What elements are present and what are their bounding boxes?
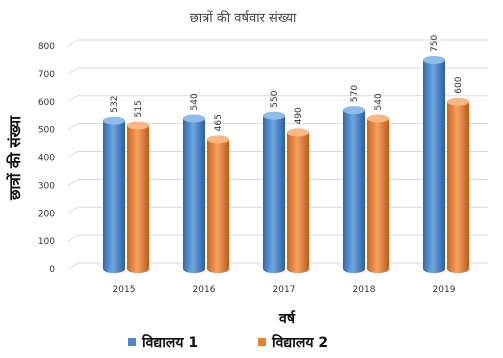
bar-body bbox=[423, 59, 445, 269]
y-tick-label: 700 bbox=[38, 70, 55, 80]
data-label: 532 bbox=[110, 96, 120, 113]
gridline-depth bbox=[67, 67, 79, 75]
y-tick-label: 500 bbox=[38, 126, 55, 136]
data-label: 540 bbox=[374, 93, 384, 110]
gridline-depth bbox=[67, 206, 79, 214]
bar-body bbox=[263, 115, 285, 269]
data-label: 465 bbox=[214, 114, 224, 131]
data-label: 570 bbox=[350, 85, 360, 102]
bar-body bbox=[287, 132, 309, 269]
bar-top bbox=[343, 106, 365, 115]
bar-base bbox=[447, 265, 469, 273]
data-label: 750 bbox=[430, 34, 440, 51]
y-tick-label: 200 bbox=[38, 209, 55, 219]
bar-base bbox=[287, 265, 309, 273]
y-tick-label: 400 bbox=[38, 154, 55, 164]
bar-body bbox=[183, 118, 205, 269]
bar-base bbox=[423, 265, 445, 273]
y-tick-label: 300 bbox=[38, 181, 55, 191]
x-tick-label: 2019 bbox=[433, 285, 456, 295]
bar bbox=[103, 116, 125, 273]
bar-body bbox=[367, 118, 389, 269]
bar bbox=[367, 114, 389, 273]
bar-base bbox=[367, 265, 389, 273]
legend-label: विद्यालय 2 bbox=[271, 334, 328, 351]
legend-swatch bbox=[128, 338, 136, 346]
data-label: 600 bbox=[454, 76, 464, 93]
bar-body bbox=[447, 101, 469, 269]
gridline-depth bbox=[67, 234, 79, 242]
bar bbox=[287, 128, 309, 273]
bar-base bbox=[127, 265, 149, 273]
bar-top bbox=[127, 121, 149, 130]
bar-base bbox=[207, 265, 229, 273]
x-tick-label: 2017 bbox=[273, 285, 296, 295]
y-tick-label: 600 bbox=[38, 98, 55, 108]
bar bbox=[447, 97, 469, 273]
bar-top bbox=[367, 114, 389, 123]
bar-top bbox=[263, 111, 285, 120]
bar-body bbox=[103, 120, 125, 269]
legend-swatch bbox=[258, 338, 266, 346]
gridline-depth bbox=[67, 95, 79, 103]
bars bbox=[103, 55, 469, 273]
bar-top bbox=[183, 114, 205, 123]
bar-top bbox=[447, 97, 469, 106]
gridline-depth bbox=[67, 178, 79, 186]
bar-body bbox=[127, 125, 149, 269]
x-tick-label: 2016 bbox=[193, 285, 216, 295]
y-axis-label: छात्रों की संख्या bbox=[6, 115, 24, 201]
x-axis-label: वर्ष bbox=[278, 310, 296, 327]
bar bbox=[127, 121, 149, 273]
y-tick-label: 0 bbox=[49, 265, 55, 275]
bar-body bbox=[343, 110, 365, 269]
bar-top bbox=[103, 116, 125, 125]
bar-base bbox=[103, 265, 125, 273]
gridline-depth bbox=[67, 39, 79, 47]
bar-body bbox=[207, 139, 229, 269]
legend: विद्यालय 1 विद्यालय 2 bbox=[128, 334, 328, 351]
x-tick-label: 2015 bbox=[113, 285, 136, 295]
gridline-depth bbox=[67, 151, 79, 158]
data-label: 515 bbox=[134, 100, 144, 117]
bar bbox=[343, 106, 365, 273]
bar-base bbox=[183, 265, 205, 273]
data-labels: 532 515 540 465 550 490 570 540 750 600 bbox=[110, 34, 464, 131]
bar-top bbox=[207, 135, 229, 144]
bar bbox=[263, 111, 285, 273]
data-label: 540 bbox=[190, 93, 200, 110]
gridline-depth bbox=[67, 123, 79, 131]
legend-label: विद्यालय 1 bbox=[141, 334, 198, 351]
bar-base bbox=[343, 265, 365, 273]
bar bbox=[207, 135, 229, 273]
bar-base bbox=[263, 265, 285, 273]
data-label: 550 bbox=[270, 90, 280, 107]
legend-entry: विद्यालय 2 bbox=[258, 334, 328, 351]
legend-entry: विद्यालय 1 bbox=[128, 334, 198, 351]
bar bbox=[183, 114, 205, 273]
x-tick-label: 2018 bbox=[353, 285, 376, 295]
bar-top bbox=[287, 128, 309, 137]
y-axis-ticks: 0 100 200 300 400 500 600 700 800 bbox=[38, 42, 55, 275]
y-tick-label: 100 bbox=[38, 237, 55, 247]
x-axis-ticks: 2015 2016 2017 2018 2019 bbox=[113, 285, 456, 295]
chart-title: छात्रों की वर्षवार संख्या bbox=[190, 10, 297, 26]
bar-top bbox=[423, 55, 445, 64]
y-tick-label: 800 bbox=[38, 42, 55, 52]
data-label: 490 bbox=[294, 107, 304, 124]
bar bbox=[423, 55, 445, 273]
gridline-depth bbox=[67, 262, 79, 270]
